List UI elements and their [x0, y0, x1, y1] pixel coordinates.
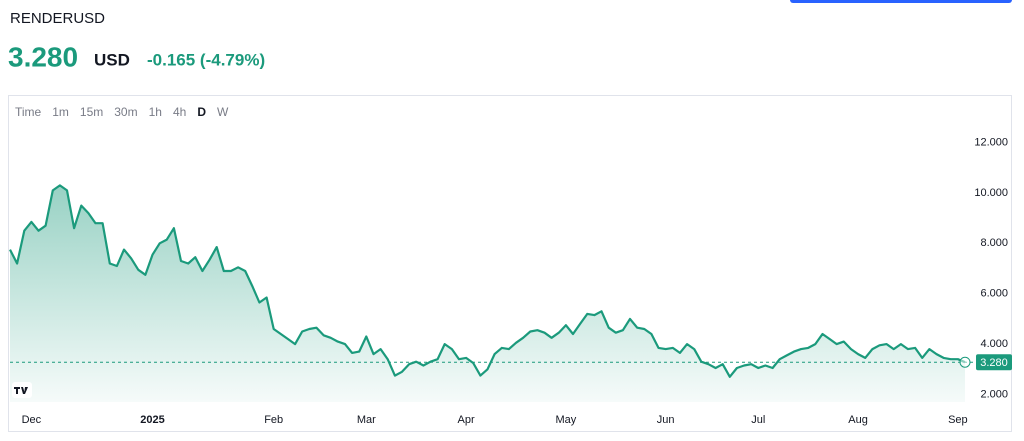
price: 3.280 [8, 41, 78, 72]
last-price-tag [976, 354, 1012, 371]
timeframe-button[interactable]: 4h [173, 105, 186, 119]
timeframe-button[interactable]: W [217, 105, 229, 119]
top-button[interactable] [790, 0, 1012, 3]
y-tick-label: 4.000 [980, 338, 1008, 350]
y-tick-label: 10.000 [974, 187, 1008, 199]
symbol: RENDERUSD [10, 10, 105, 27]
x-tick-label: Jun [657, 414, 675, 426]
logo [12, 382, 32, 398]
last-point [959, 356, 971, 368]
x-tick-label: May [556, 414, 577, 426]
y-tick-label: 6.000 [980, 288, 1008, 300]
chart-panel [8, 95, 1012, 432]
area-fill [10, 185, 965, 402]
x-tick-label: Sep [948, 414, 968, 426]
timeframe-button[interactable]: D [197, 105, 206, 119]
y-tick-label: 2.000 [980, 388, 1008, 400]
y-tick-label: 12.000 [974, 136, 1008, 148]
x-tick-label: Mar [357, 414, 376, 426]
currency: USD [94, 50, 130, 69]
x-tick-label: 2025 [140, 414, 164, 426]
timeframe-button[interactable]: Time [15, 105, 42, 119]
change: -0.165 (-4.79%) [147, 50, 265, 69]
timeframe-button[interactable]: 1h [149, 105, 162, 119]
x-tick-label: Feb [264, 414, 283, 426]
timeframe-button[interactable]: 1m [52, 105, 69, 119]
price-line [9, 184, 966, 378]
x-tick-label: Jul [751, 414, 765, 426]
x-tick-label: Dec [22, 414, 42, 426]
y-tick-label: 8.000 [980, 237, 1008, 249]
last-price-label: 3.280 [980, 357, 1008, 369]
x-tick-label: Aug [848, 414, 868, 426]
plot: 2.000 4.000 6.000 8.000 10.000 12.000 Dec 2025 F… [9, 136, 1012, 426]
x-tick-label: Apr [458, 414, 475, 426]
timeframe-bar: Time 1m 15m 30m 1h 4h D W [15, 105, 229, 119]
timeframe-button[interactable]: 30m [114, 105, 137, 119]
timeframe-button[interactable]: 15m [80, 105, 103, 119]
